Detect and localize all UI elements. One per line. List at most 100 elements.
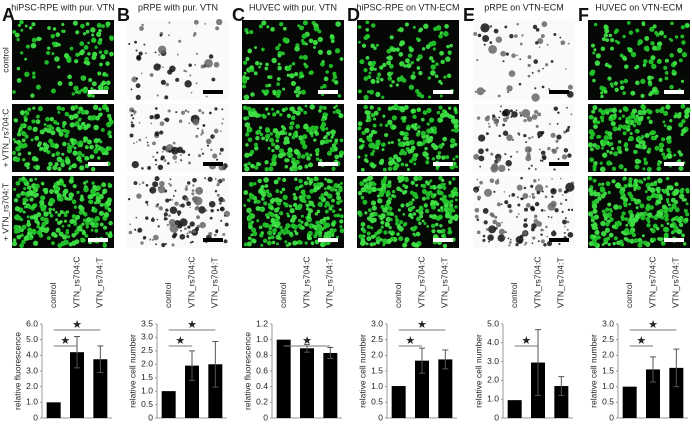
category-label: VTN_rs704:T bbox=[325, 257, 335, 308]
cell bbox=[642, 167, 645, 170]
cell bbox=[303, 20, 308, 25]
cell bbox=[630, 132, 633, 135]
cell bbox=[504, 26, 507, 29]
cell bbox=[522, 109, 531, 118]
cell bbox=[558, 188, 562, 192]
cell bbox=[152, 156, 154, 158]
cell bbox=[521, 34, 523, 36]
cell bbox=[215, 190, 217, 192]
cell bbox=[647, 167, 652, 172]
cell bbox=[12, 90, 16, 94]
cell bbox=[496, 222, 501, 227]
cell bbox=[606, 150, 609, 153]
cell bbox=[629, 30, 633, 34]
cell bbox=[654, 181, 657, 184]
cell bbox=[213, 135, 215, 137]
cell bbox=[636, 199, 640, 203]
cell bbox=[197, 128, 199, 130]
cell bbox=[551, 231, 557, 237]
cell bbox=[278, 43, 281, 46]
cell bbox=[388, 157, 392, 161]
cell bbox=[426, 225, 429, 228]
cell bbox=[208, 177, 213, 182]
cell bbox=[608, 191, 611, 194]
cell bbox=[199, 222, 205, 228]
cell bbox=[277, 66, 282, 71]
cell bbox=[677, 48, 682, 53]
cell bbox=[671, 198, 676, 203]
cell bbox=[202, 153, 204, 155]
cell bbox=[525, 141, 527, 143]
cell bbox=[252, 239, 257, 244]
cell bbox=[424, 147, 428, 151]
cell bbox=[612, 108, 617, 113]
micrograph bbox=[242, 176, 344, 248]
cell bbox=[187, 111, 189, 113]
cell bbox=[408, 53, 413, 58]
cell bbox=[494, 29, 499, 34]
cell bbox=[496, 124, 498, 126]
cell bbox=[264, 184, 268, 188]
cell bbox=[391, 80, 394, 83]
cell bbox=[605, 228, 610, 233]
cell bbox=[27, 185, 32, 190]
cell bbox=[74, 205, 77, 208]
cell bbox=[504, 153, 506, 155]
cell bbox=[444, 24, 449, 29]
cell bbox=[358, 89, 362, 93]
cell bbox=[619, 190, 623, 194]
cell bbox=[265, 128, 270, 133]
cell bbox=[142, 181, 145, 184]
cell bbox=[215, 26, 219, 30]
cell bbox=[303, 55, 308, 60]
cell bbox=[338, 188, 343, 193]
significance-star: ★ bbox=[72, 319, 82, 331]
cell bbox=[404, 237, 409, 242]
cell bbox=[630, 91, 635, 96]
cell bbox=[339, 219, 343, 223]
cell bbox=[372, 61, 376, 65]
cell bbox=[275, 189, 279, 193]
cell bbox=[43, 147, 48, 152]
cell bbox=[301, 221, 304, 224]
cell bbox=[624, 184, 628, 188]
cell bbox=[414, 195, 418, 199]
cell bbox=[512, 139, 514, 141]
micrograph bbox=[588, 176, 690, 248]
cell bbox=[542, 156, 547, 161]
category-label: VTN_rs704:C bbox=[416, 257, 426, 309]
cell bbox=[96, 185, 101, 190]
category-label: VTN_rs704:C bbox=[71, 257, 81, 309]
cell bbox=[650, 228, 653, 231]
cell bbox=[666, 177, 670, 181]
cell bbox=[369, 90, 374, 95]
cell bbox=[640, 215, 645, 220]
cell bbox=[364, 154, 367, 157]
cell bbox=[75, 30, 79, 34]
cell bbox=[590, 147, 594, 151]
cell bbox=[62, 234, 67, 239]
cell bbox=[630, 231, 634, 235]
cell bbox=[32, 156, 37, 161]
y-axis-label: relative fluorescence bbox=[12, 332, 22, 410]
cell bbox=[478, 156, 484, 162]
cell bbox=[161, 243, 165, 247]
cell bbox=[443, 244, 447, 248]
cell bbox=[425, 180, 428, 183]
cell bbox=[678, 122, 683, 127]
cell bbox=[477, 218, 480, 221]
cell bbox=[514, 34, 518, 38]
cell bbox=[620, 85, 625, 90]
cell bbox=[255, 113, 260, 118]
cell bbox=[17, 78, 22, 83]
cell bbox=[91, 34, 94, 37]
cell bbox=[432, 157, 435, 160]
micrograph bbox=[127, 176, 230, 248]
scale-bar bbox=[433, 162, 453, 166]
cell bbox=[25, 112, 29, 116]
cell bbox=[391, 194, 394, 197]
cell bbox=[220, 148, 224, 152]
cell bbox=[153, 235, 159, 241]
cell bbox=[448, 114, 453, 119]
cell bbox=[363, 95, 368, 100]
